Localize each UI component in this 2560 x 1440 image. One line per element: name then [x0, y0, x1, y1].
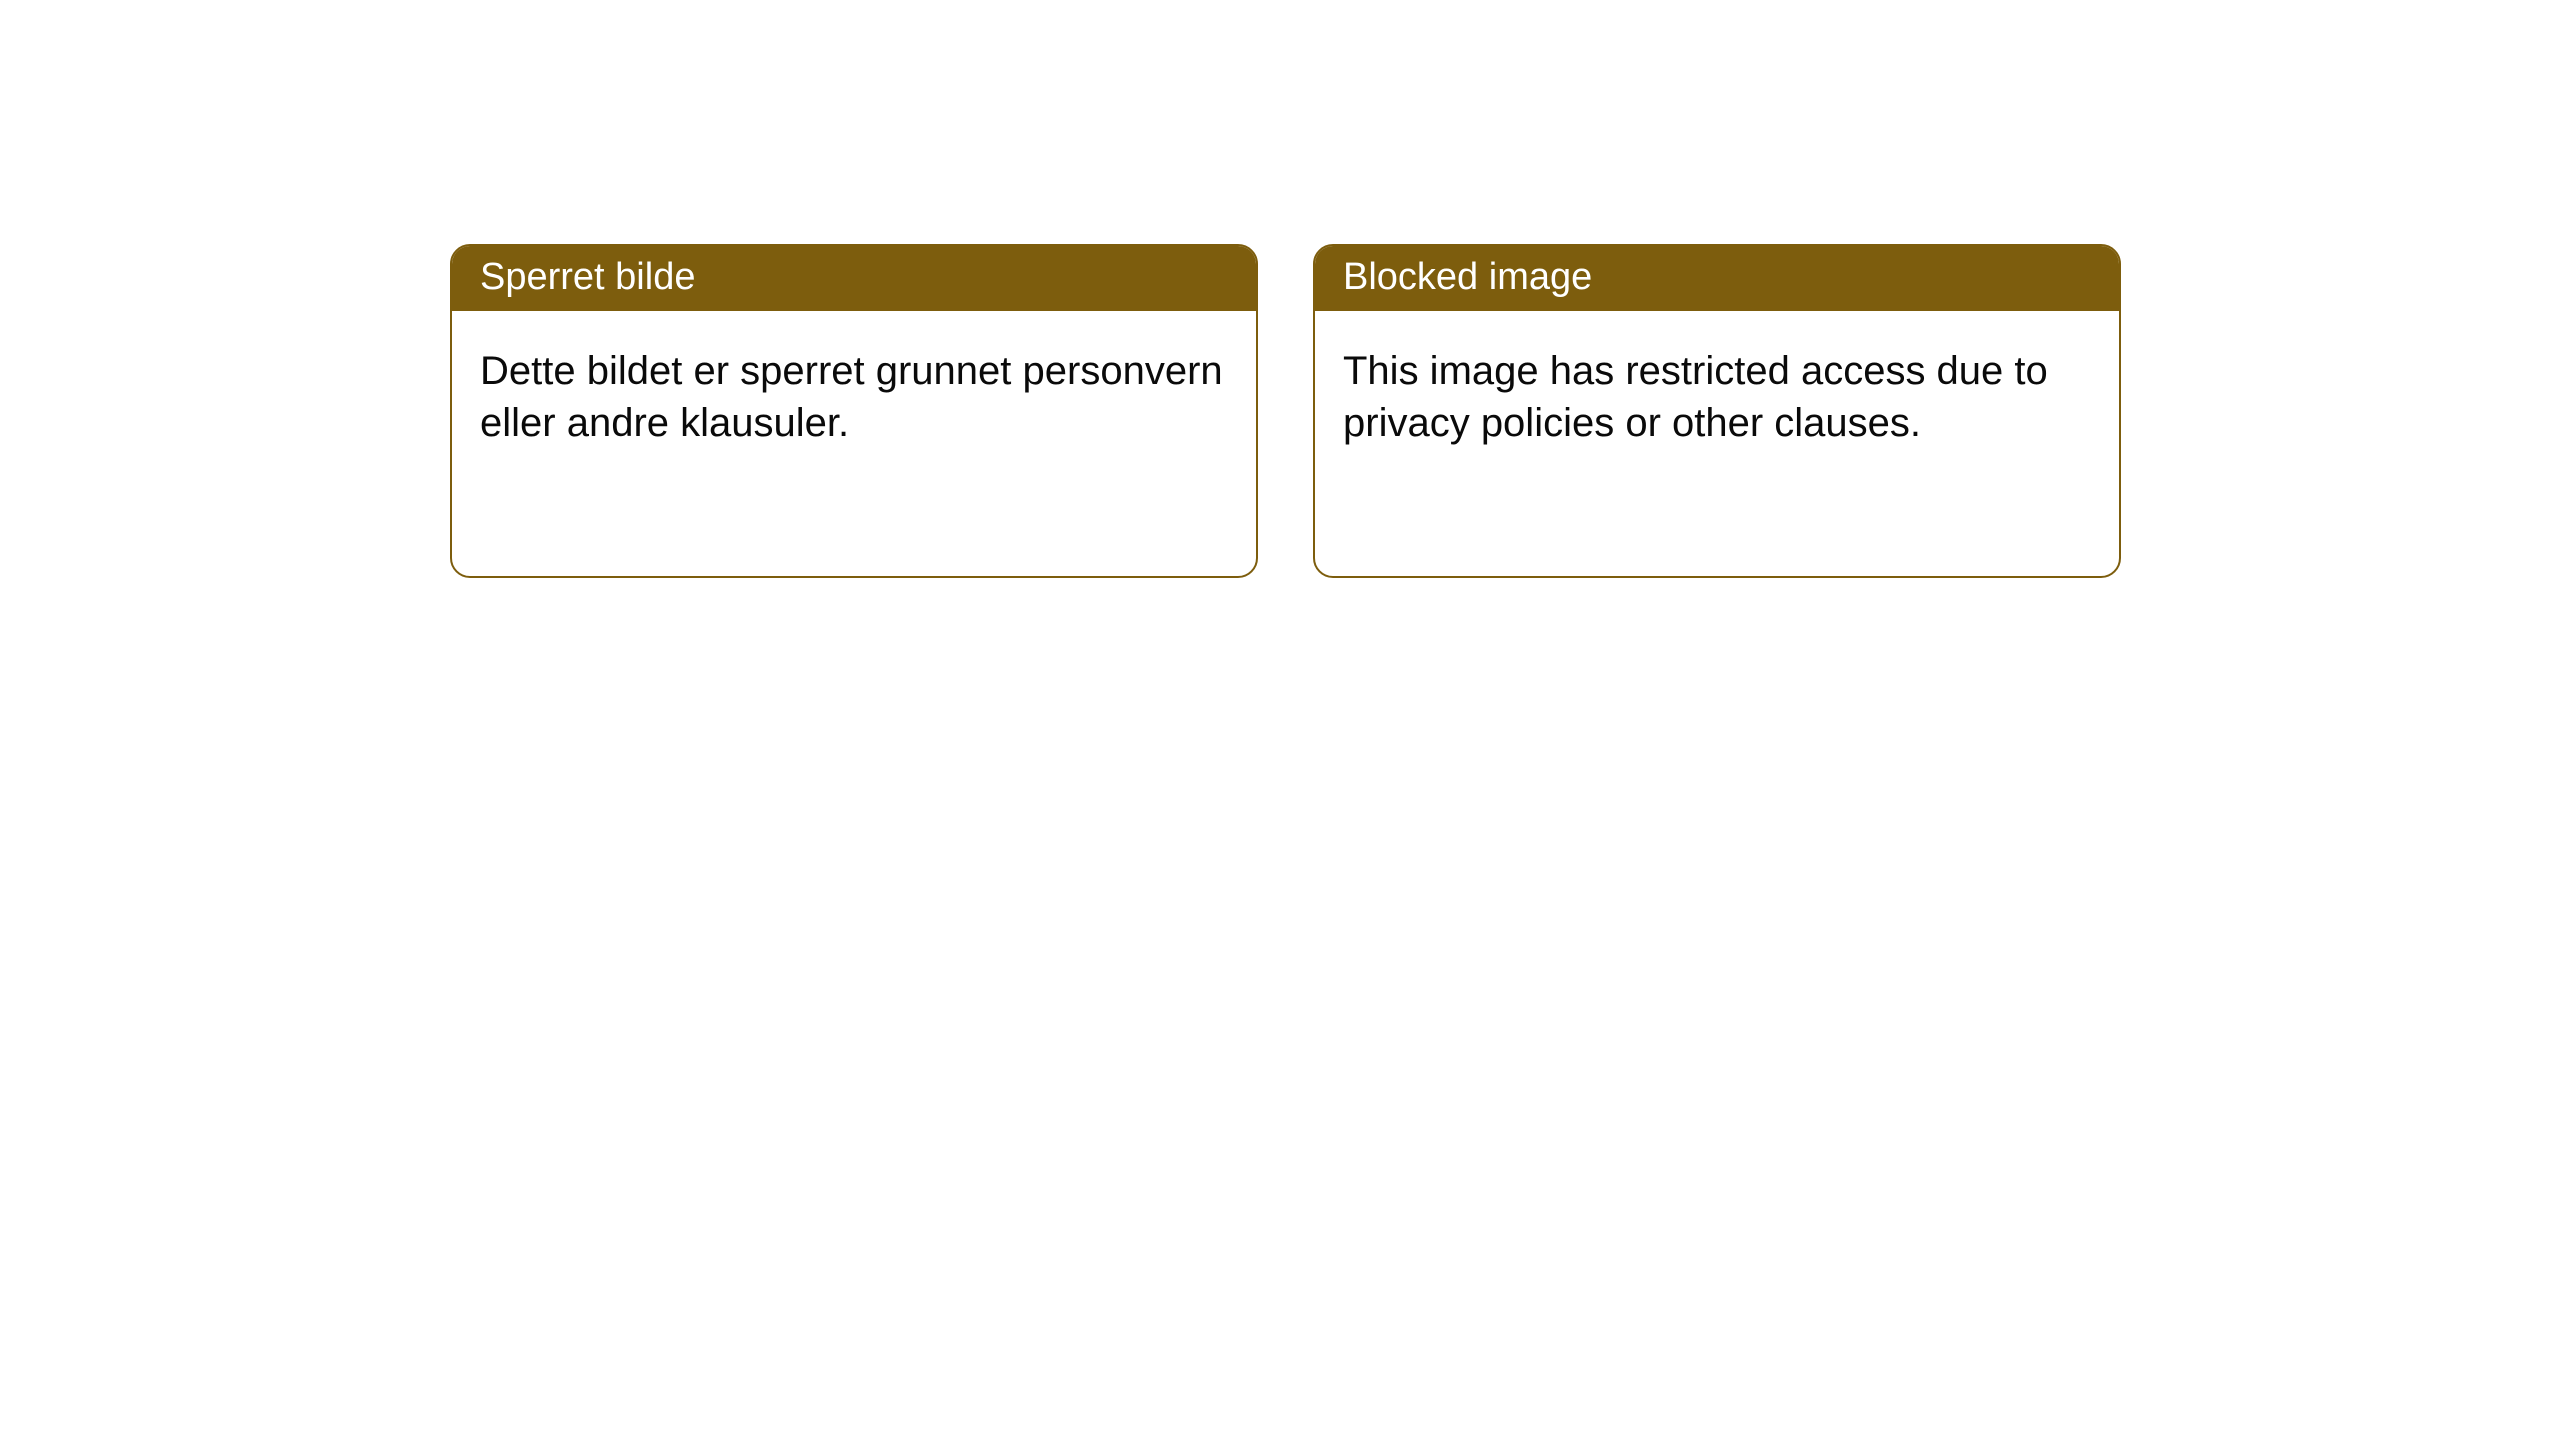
card-title-norwegian: Sperret bilde	[480, 256, 695, 298]
card-text-norwegian: Dette bildet er sperret grunnet personve…	[480, 349, 1223, 445]
card-title-english: Blocked image	[1343, 256, 1592, 298]
card-header-norwegian: Sperret bilde	[452, 246, 1256, 311]
notice-card-english: Blocked image This image has restricted …	[1313, 244, 2121, 578]
card-body-english: This image has restricted access due to …	[1315, 311, 2119, 483]
notice-card-norwegian: Sperret bilde Dette bildet er sperret gr…	[450, 244, 1258, 578]
card-text-english: This image has restricted access due to …	[1343, 349, 2048, 445]
card-header-english: Blocked image	[1315, 246, 2119, 311]
card-body-norwegian: Dette bildet er sperret grunnet personve…	[452, 311, 1256, 483]
notice-container: Sperret bilde Dette bildet er sperret gr…	[0, 0, 2560, 578]
